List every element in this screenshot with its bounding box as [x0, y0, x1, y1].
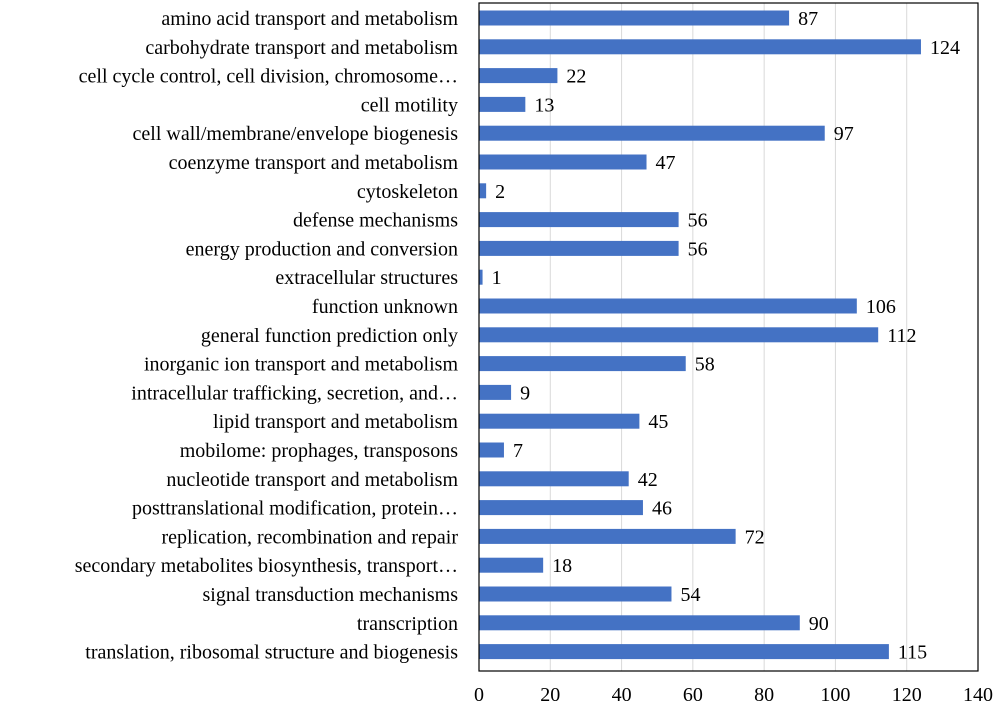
- plot-area-frame: [478, 2, 979, 672]
- bar: [479, 384, 512, 400]
- data-label: 42: [638, 469, 658, 491]
- data-label: 18: [552, 555, 572, 577]
- x-tick-label: 100: [820, 684, 850, 706]
- data-label: 54: [680, 584, 700, 606]
- bar: [479, 269, 483, 285]
- category-label: cell motility: [361, 94, 458, 116]
- category-label: nucleotide transport and metabolism: [166, 469, 458, 491]
- category-labels: amino acid transport and metabolism carbo…: [75, 8, 459, 664]
- bar: [479, 39, 921, 55]
- bar: [479, 154, 647, 170]
- bar: [479, 356, 686, 372]
- bar: [479, 125, 825, 141]
- category-label: energy production and conversion: [186, 238, 458, 260]
- x-tick-label: 140: [963, 684, 993, 706]
- bar: [479, 644, 889, 660]
- x-tick-label: 0: [474, 684, 484, 706]
- category-label: cell cycle control, cell division, chrom…: [79, 66, 458, 88]
- data-label: 115: [898, 642, 927, 664]
- x-tick-label: 60: [683, 684, 703, 706]
- data-label: 22: [566, 66, 586, 88]
- data-label: 112: [887, 325, 916, 347]
- bar: [479, 500, 643, 516]
- category-label: defense mechanisms: [293, 210, 458, 232]
- category-label: secondary metabolites biosynthesis, tran…: [75, 555, 458, 577]
- category-label: lipid transport and metabolism: [213, 411, 458, 433]
- data-label: 47: [656, 152, 676, 174]
- category-label: replication, recombination and repair: [161, 526, 458, 548]
- data-label: 9: [520, 382, 530, 404]
- data-label: 13: [534, 94, 554, 116]
- data-labels: 87 124 22 13 97 47 2 56 56 1 106 112 58 9 45 7 42 46 72 18 5…: [492, 8, 960, 664]
- category-label: transcription: [357, 613, 458, 635]
- bar: [479, 413, 640, 429]
- x-tick-label: 80: [754, 684, 774, 706]
- bar: [479, 240, 679, 256]
- data-label: 124: [930, 37, 960, 59]
- data-label: 1: [492, 267, 502, 289]
- data-label: 90: [809, 613, 829, 635]
- category-label: cell wall/membrane/envelope biogenesis: [133, 123, 459, 145]
- data-label: 7: [513, 440, 523, 462]
- bar: [479, 96, 526, 112]
- data-label: 56: [688, 210, 708, 232]
- category-label: inorganic ion transport and metabolism: [144, 354, 458, 376]
- data-label: 97: [834, 123, 854, 145]
- category-label: general function prediction only: [201, 325, 458, 347]
- category-label: function unknown: [312, 296, 458, 318]
- bar: [479, 471, 629, 487]
- category-label: mobilome: prophages, transposons: [180, 440, 459, 462]
- data-label: 58: [695, 354, 715, 376]
- bar: [479, 298, 857, 314]
- bar: [479, 183, 487, 199]
- data-label: 72: [745, 526, 765, 548]
- x-tick-label: 40: [612, 684, 632, 706]
- category-label: carbohydrate transport and metabolism: [145, 37, 458, 59]
- bar: [479, 586, 672, 602]
- category-label: translation, ribosomal structure and bio…: [85, 642, 458, 664]
- bar: [479, 68, 558, 84]
- bar: [479, 10, 790, 26]
- category-label: extracellular structures: [275, 267, 458, 289]
- bar: [479, 212, 679, 228]
- category-label: cytoskeleton: [357, 181, 458, 203]
- data-label: 46: [652, 498, 672, 520]
- x-axis-ticks: 0 20 40 60 80 100 120 140: [474, 684, 993, 706]
- bars: [479, 10, 921, 660]
- bar: [479, 615, 800, 631]
- data-label: 45: [648, 411, 668, 433]
- category-label: posttranslational modification, protein…: [132, 498, 458, 520]
- bar: [479, 528, 736, 544]
- x-tick-label: 20: [540, 684, 560, 706]
- data-label: 56: [688, 238, 708, 260]
- bar: [479, 557, 544, 573]
- bar: [479, 442, 504, 458]
- category-label: coenzyme transport and metabolism: [169, 152, 459, 174]
- data-label: 106: [866, 296, 896, 318]
- data-label: 2: [495, 181, 505, 203]
- category-label: signal transduction mechanisms: [202, 584, 458, 606]
- x-tick-label: 120: [892, 684, 922, 706]
- data-label: 87: [798, 8, 818, 30]
- category-label: intracellular trafficking, secretion, an…: [131, 382, 458, 404]
- category-label: amino acid transport and metabolism: [161, 8, 458, 30]
- bar: [479, 327, 879, 343]
